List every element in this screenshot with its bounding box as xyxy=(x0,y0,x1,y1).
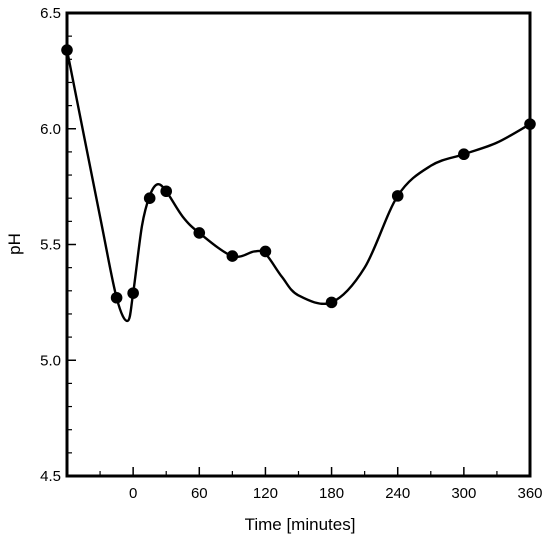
x-axis-label-group: Time [minutes] xyxy=(245,515,356,534)
data-point xyxy=(110,291,123,304)
x-tick-label: 60 xyxy=(191,485,208,502)
y-tick-label: 4.5 xyxy=(40,468,61,485)
y-tick-label: 5.0 xyxy=(40,352,61,369)
data-point xyxy=(458,148,470,161)
data-point xyxy=(325,296,338,309)
plot-area-frame xyxy=(65,11,532,478)
x-tick-label: 360 xyxy=(517,485,542,502)
y-tick-label: 5.5 xyxy=(40,237,61,254)
y-tick-label: 6.5 xyxy=(40,5,61,22)
x-tick-label: 0 xyxy=(129,485,137,502)
x-tick-label: 300 xyxy=(451,485,476,502)
data-point xyxy=(226,250,239,262)
y-axis-label-group: pH xyxy=(5,233,24,255)
ticks-layer: 0 60 120 180 240 300 360 4.5 5.0 5.5 6.0 6.5 xyxy=(40,5,542,502)
data-point xyxy=(193,227,206,239)
x-tick-label: 120 xyxy=(253,485,278,502)
data-point xyxy=(259,245,272,258)
data-point xyxy=(160,185,173,198)
data-point xyxy=(127,287,139,299)
curve-layer xyxy=(65,48,532,323)
x-axis-label: Time [minutes] xyxy=(245,515,356,534)
series-line xyxy=(65,48,532,323)
y-axis-label: pH xyxy=(5,233,24,255)
x-tick-label: 180 xyxy=(319,485,344,502)
data-point xyxy=(391,190,404,202)
points-layer xyxy=(61,44,536,309)
y-tick-label: 6.0 xyxy=(40,121,61,138)
x-tick-label: 240 xyxy=(385,485,410,502)
data-point xyxy=(143,192,156,204)
